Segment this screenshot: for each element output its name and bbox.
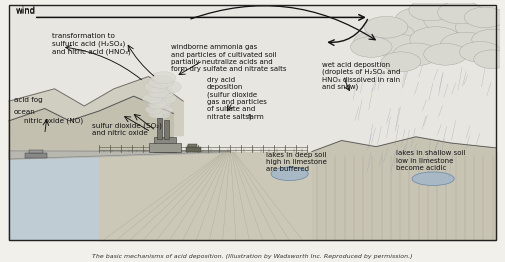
Circle shape [151,72,176,84]
Polygon shape [9,77,183,136]
Circle shape [456,15,505,40]
Text: acid fog: acid fog [14,97,43,103]
Text: sulfur dioxide (SO₂)
and nitric oxide: sulfur dioxide (SO₂) and nitric oxide [91,122,162,136]
Text: The basic mechanisms of acid deposition. (Illustration by Wadsworth Inc. Reprodu: The basic mechanisms of acid deposition.… [92,254,413,259]
Ellipse shape [412,172,454,185]
Circle shape [155,93,177,104]
Circle shape [409,0,452,21]
Polygon shape [158,118,163,139]
Circle shape [148,99,167,109]
Circle shape [438,21,493,48]
Circle shape [148,75,174,88]
Polygon shape [312,137,496,155]
Ellipse shape [271,167,308,181]
Circle shape [151,99,171,109]
Circle shape [381,52,421,72]
Circle shape [377,18,435,46]
Text: farm: farm [247,114,264,120]
Text: wind: wind [16,6,36,15]
Polygon shape [29,150,43,153]
Text: transformation to
sulfuric acid (H₂SO₄)
and nitric acid (HNO₃): transformation to sulfuric acid (H₂SO₄) … [52,34,131,55]
Polygon shape [186,147,200,152]
Circle shape [440,32,490,57]
Text: windborne ammonia gas
and particles of cultivated soil
partially neutralize acid: windborne ammonia gas and particles of c… [171,45,286,72]
Polygon shape [99,152,312,239]
Text: wet acid deposition
(droplets of H₂SO₄ and
HNO₃ dissolved in rain
and snow): wet acid deposition (droplets of H₂SO₄ a… [322,62,400,90]
Circle shape [155,111,170,119]
Circle shape [156,80,181,93]
Text: wind: wind [16,7,36,16]
Polygon shape [148,143,181,152]
Polygon shape [9,152,230,159]
Circle shape [150,87,174,99]
Circle shape [395,7,446,33]
Polygon shape [165,119,169,139]
Polygon shape [312,152,496,239]
Circle shape [424,43,467,65]
Text: nitric oxide (NO): nitric oxide (NO) [24,117,83,124]
Circle shape [409,16,463,43]
Circle shape [424,7,477,33]
Circle shape [148,111,164,118]
Text: lakes in deep soil
high in limestone
are buffered: lakes in deep soil high in limestone are… [266,152,327,172]
Circle shape [474,50,505,69]
Circle shape [364,17,408,38]
Circle shape [393,43,438,66]
Polygon shape [9,151,230,159]
Text: ocean: ocean [14,108,36,114]
Circle shape [460,42,501,62]
Circle shape [438,1,483,24]
Polygon shape [9,96,173,155]
Circle shape [142,94,163,104]
Circle shape [147,87,169,98]
Polygon shape [154,137,176,152]
Circle shape [350,37,392,57]
Circle shape [472,29,505,50]
Circle shape [464,7,505,28]
Circle shape [144,81,168,93]
Polygon shape [9,155,496,240]
Polygon shape [188,144,197,147]
Text: dry acid
deposition
(sulfur dioxide
gas and particles
of sulfate and
nitrate sal: dry acid deposition (sulfur dioxide gas … [207,77,267,120]
Polygon shape [9,136,114,240]
Polygon shape [9,5,496,155]
Circle shape [145,106,162,114]
Circle shape [156,105,173,114]
Circle shape [367,23,415,46]
Circle shape [376,35,426,59]
Text: lakes in shallow soil
low in limestone
become acidic: lakes in shallow soil low in limestone b… [396,150,466,171]
Polygon shape [25,153,47,158]
Circle shape [410,27,462,52]
Circle shape [354,31,399,53]
